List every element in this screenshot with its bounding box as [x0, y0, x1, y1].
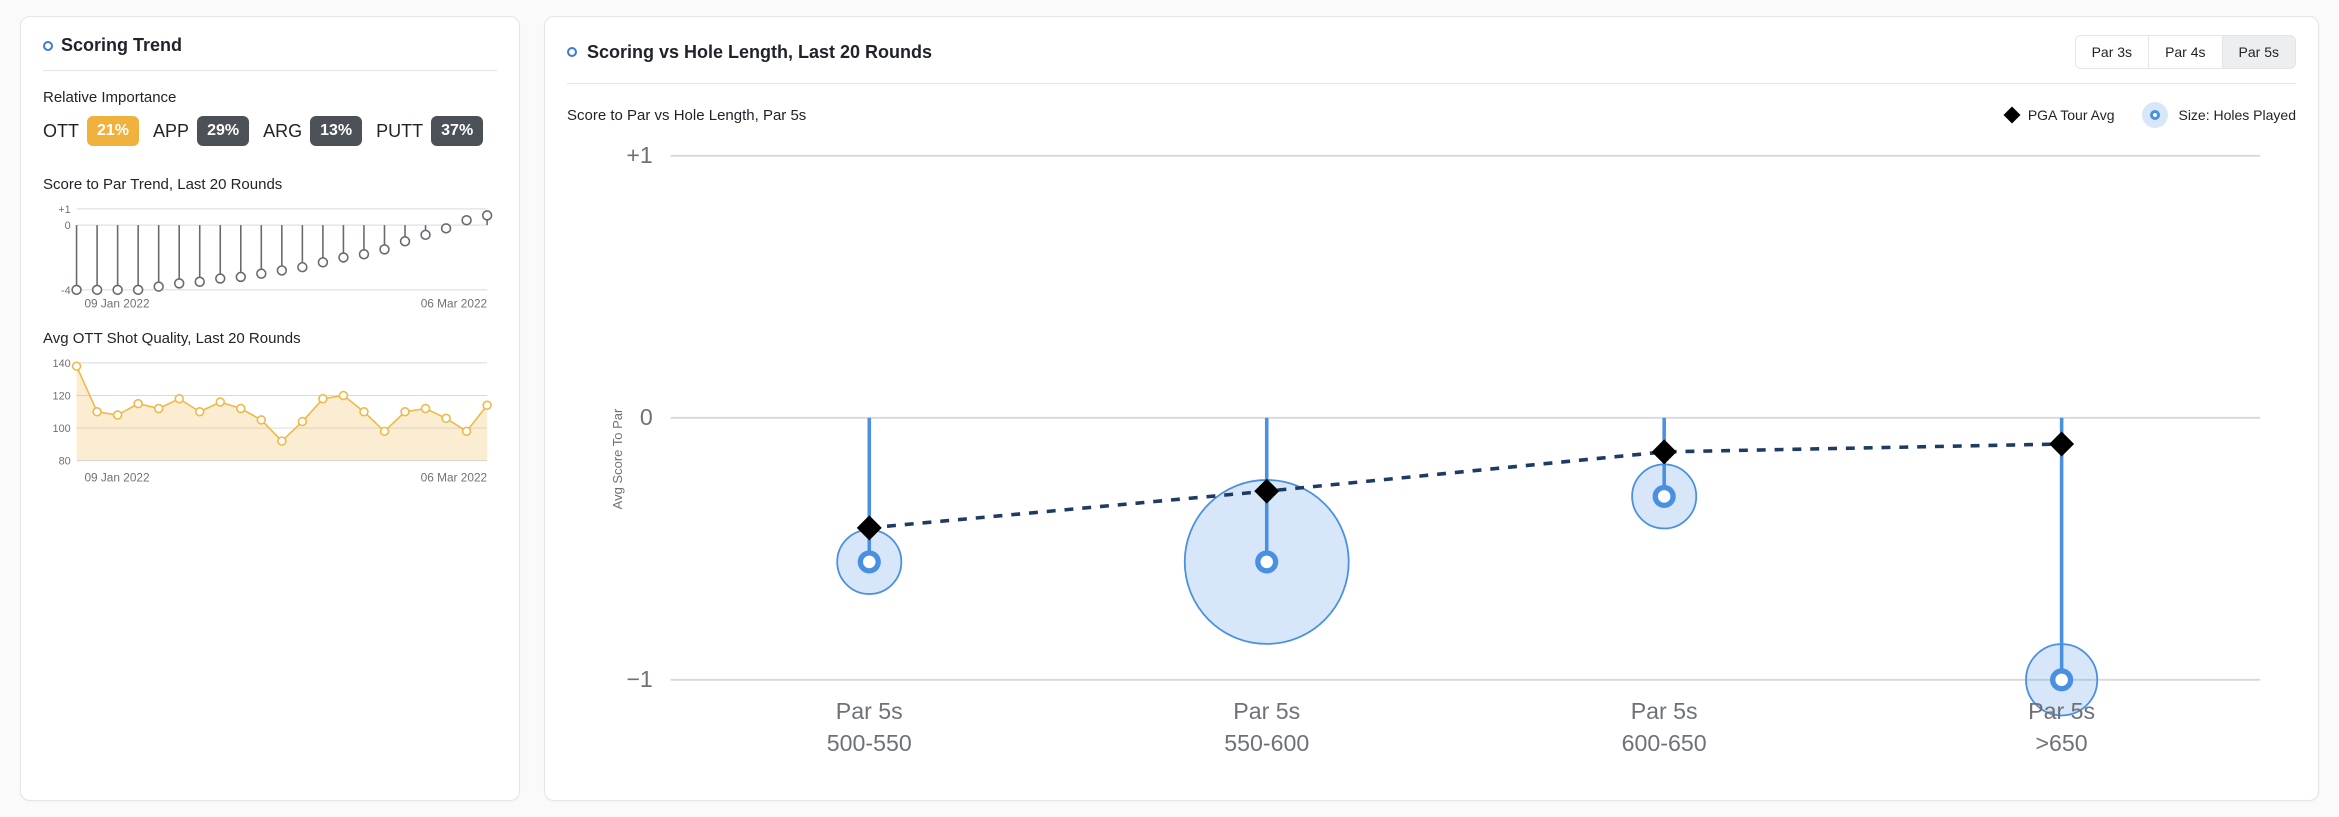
svg-text:09 Jan 2022: 09 Jan 2022: [84, 470, 149, 484]
legend: PGA Tour Avg Size: Holes Played: [2006, 102, 2296, 128]
svg-text:−1: −1: [626, 666, 652, 692]
svg-text:550-600: 550-600: [1224, 730, 1309, 756]
y-axis-label: Avg Score To Par: [610, 408, 625, 509]
svg-text:>650: >650: [2036, 730, 2088, 756]
svg-text:140: 140: [53, 357, 71, 369]
tab-par3s[interactable]: Par 3s: [2075, 35, 2149, 69]
importance-value-badge: 29%: [197, 116, 249, 146]
svg-text:0: 0: [65, 220, 71, 232]
card-scoring-vs-hole-length: Scoring vs Hole Length, Last 20 Rounds P…: [544, 16, 2319, 801]
legend-pga-label: PGA Tour Avg: [2028, 107, 2115, 123]
score-trend-title: Score to Par Trend, Last 20 Rounds: [43, 176, 497, 193]
svg-text:Par 5s: Par 5s: [2028, 698, 2095, 724]
importance-label: Relative Importance: [43, 89, 497, 106]
legend-pga: PGA Tour Avg: [2006, 107, 2115, 123]
svg-text:+1: +1: [626, 142, 652, 168]
svg-text:100: 100: [53, 423, 71, 435]
svg-text:09 Jan 2022: 09 Jan 2022: [84, 297, 149, 311]
tab-par5s[interactable]: Par 5s: [2223, 35, 2296, 69]
par-tabbar: Par 3sPar 4sPar 5s: [2075, 35, 2296, 69]
bullet-icon: [567, 47, 577, 57]
importance-item-app: APP 29%: [153, 116, 249, 146]
right-chart-wrap: Avg Score To Par −1 0 +1 Par 5s 500-550 Par 5…: [567, 138, 2296, 780]
legend-size-label: Size: Holes Played: [2178, 107, 2296, 123]
svg-text:+1: +1: [58, 204, 70, 216]
card-header: Scoring vs Hole Length, Last 20 Rounds P…: [567, 35, 2296, 84]
svg-text:06 Mar 2022: 06 Mar 2022: [421, 297, 487, 311]
importance-value-badge: 37%: [431, 116, 483, 146]
chart-score-vs-hole-length: −1 0 +1 Par 5s 500-550 Par 5s 550-600 Par 5s 600…: [585, 138, 2296, 780]
svg-text:600-650: 600-650: [1622, 730, 1707, 756]
card-title: Scoring Trend: [61, 35, 182, 56]
chart-score-to-par-trend: -4 0 +1 09 Jan 2022 06 Mar 2022: [43, 203, 497, 312]
card-title: Scoring vs Hole Length, Last 20 Rounds: [587, 42, 932, 63]
svg-text:Par 5s: Par 5s: [1631, 698, 1698, 724]
svg-text:80: 80: [59, 455, 71, 467]
chart-subtitle: Score to Par vs Hole Length, Par 5s: [567, 107, 806, 124]
svg-text:Par 5s: Par 5s: [1233, 698, 1300, 724]
tab-par4s[interactable]: Par 4s: [2149, 35, 2222, 69]
importance-item-arg: ARG 13%: [263, 116, 362, 146]
svg-text:0: 0: [640, 404, 653, 430]
importance-code: OTT: [43, 121, 79, 142]
svg-text:-4: -4: [61, 285, 71, 297]
card-header: Scoring Trend: [43, 35, 497, 71]
svg-text:500-550: 500-550: [827, 730, 912, 756]
svg-text:Par 5s: Par 5s: [836, 698, 903, 724]
chart-ott-quality: 80 100 120 140 09 Jan 2022 06 Mar 2022: [43, 357, 497, 485]
ott-quality-title: Avg OTT Shot Quality, Last 20 Rounds: [43, 330, 497, 347]
card-scoring-trend: Scoring Trend Relative Importance OTT 21%…: [20, 16, 520, 801]
svg-text:120: 120: [53, 390, 71, 402]
importance-row: OTT 21% APP 29% ARG 13% PUTT 37%: [43, 116, 497, 146]
importance-item-ott: OTT 21%: [43, 116, 139, 146]
bullet-icon: [43, 41, 53, 51]
importance-value-badge: 21%: [87, 116, 139, 146]
legend-size: Size: Holes Played: [2142, 102, 2296, 128]
diamond-icon: [2003, 107, 2020, 124]
bubble-icon: [2142, 102, 2168, 128]
importance-code: PUTT: [376, 121, 423, 142]
subtitle-row: Score to Par vs Hole Length, Par 5s PGA …: [567, 102, 2296, 128]
svg-text:06 Mar 2022: 06 Mar 2022: [421, 470, 487, 484]
importance-code: ARG: [263, 121, 302, 142]
importance-item-putt: PUTT 37%: [376, 116, 483, 146]
importance-code: APP: [153, 121, 189, 142]
importance-value-badge: 13%: [310, 116, 362, 146]
